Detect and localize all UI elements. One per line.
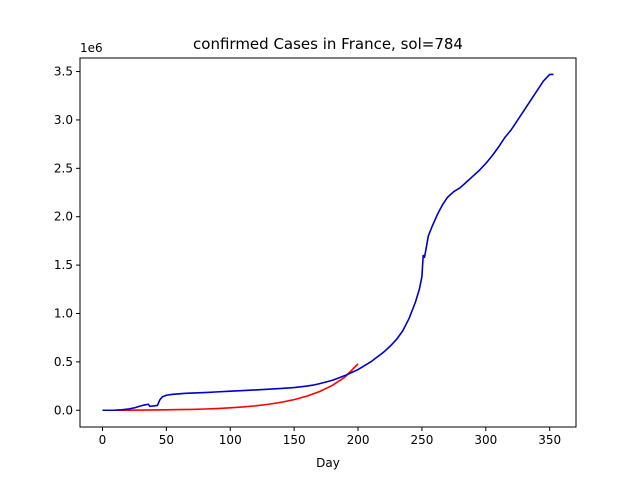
y-tick-label: 1.0: [54, 306, 73, 320]
x-tick-label: 350: [538, 433, 561, 447]
x-axis-label: Day: [316, 456, 340, 470]
y-tick-label: 2.5: [54, 161, 73, 175]
y-axis: 0.0 0.5 1.0 1.5 2.0 2.5 3.0 3.5: [54, 65, 80, 417]
y-offset-label: 1e6: [80, 41, 103, 55]
y-tick-label: 1.5: [54, 258, 73, 272]
y-tick-label: 3.0: [54, 113, 73, 127]
series-line-1: [102, 363, 359, 412]
y-tick-label: 0.5: [54, 355, 73, 369]
y-tick-label: 3.5: [54, 65, 73, 79]
x-tick-label: 0: [99, 433, 107, 447]
x-axis: 0 50 100 150 200 250 300 350: [99, 427, 561, 447]
x-tick-label: 250: [410, 433, 433, 447]
plot-area: [102, 73, 554, 412]
series-line-2: [102, 73, 554, 412]
x-tick-label: 200: [347, 433, 370, 447]
x-tick-label: 300: [474, 433, 497, 447]
series-layer: [102, 73, 554, 412]
y-tick-label: 2.0: [54, 210, 73, 224]
axes-frame: [79, 57, 577, 428]
y-tick-label: 0.0: [54, 403, 73, 417]
chart-title: confirmed Cases in France, sol=784: [193, 35, 463, 53]
x-tick-label: 50: [159, 433, 174, 447]
x-tick-label: 100: [219, 433, 242, 447]
x-tick-label: 150: [283, 433, 306, 447]
